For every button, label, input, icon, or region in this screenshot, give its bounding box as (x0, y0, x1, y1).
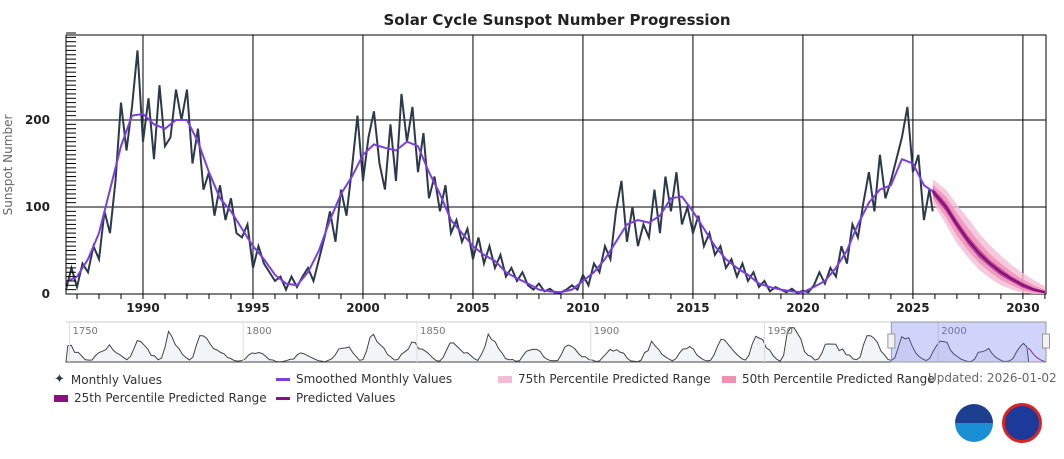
navigator-tick-label: 1950 (768, 326, 793, 337)
x-tick-label: 2020 (786, 301, 819, 315)
smoothed-values-line (65, 112, 934, 294)
x-tick-label: 2015 (676, 301, 709, 315)
y-axis-label: Sunspot Number (1, 115, 15, 216)
legend-25th[interactable]: 25th Percentile Predicted Range (54, 391, 267, 405)
legend-label: Smoothed Monthly Values (296, 372, 453, 386)
y-tick-label: 200 (25, 113, 50, 127)
range-50th-area (932, 184, 1045, 294)
x-tick-label: 1990 (126, 301, 159, 315)
chart-title: Solar Cycle Sunspot Number Progression (383, 11, 730, 29)
navigator-series (65, 327, 1030, 363)
updated-label: Updated: 2026-01-02 (928, 371, 1057, 385)
x-tick-label: 2025 (896, 301, 929, 315)
navigator-tick-label: 1850 (420, 326, 445, 337)
y-tick-label: 0 (42, 287, 50, 301)
y-tick-label: 100 (25, 200, 50, 214)
legend-monthly[interactable]: ✦ Monthly Values (54, 372, 162, 387)
navigator-left-handle[interactable] (887, 333, 896, 349)
legend-label: Predicted Values (296, 391, 396, 405)
legend-predicted[interactable]: Predicted Values (276, 391, 395, 405)
p25-swatch-icon (54, 394, 68, 402)
legend-label: 50th Percentile Predicted Range (742, 372, 935, 386)
x-tick-label: 2030 (1006, 301, 1039, 315)
p50-swatch-icon (722, 375, 736, 383)
navigator[interactable]: 1750 1800 1850 1900 1950 2000 (65, 321, 1050, 363)
legend-75th[interactable]: 75th Percentile Predicted Range (498, 372, 711, 386)
legend-smoothed[interactable]: Smoothed Monthly Values (276, 372, 452, 386)
navigator-tick-label: 2000 (941, 326, 966, 337)
navigator-right-handle[interactable] (1042, 333, 1050, 349)
smoothed-swatch-icon (276, 377, 290, 381)
x-tick-label: 2010 (566, 301, 599, 315)
x-tick-label: 1995 (236, 301, 269, 315)
legend-label: 25th Percentile Predicted Range (74, 391, 267, 405)
navigator-tick-label: 1750 (72, 326, 97, 337)
legend-label: Monthly Values (70, 372, 162, 387)
predicted-swatch-icon (276, 396, 290, 400)
x-tick-label: 2000 (346, 301, 379, 315)
navigator-tick-label: 1900 (594, 326, 619, 337)
axes: 1990 1995 2000 2005 2010 2015 2020 2025 2030 0 100… (25, 32, 1046, 315)
plot-area (65, 34, 1047, 295)
navigator-selection (890, 321, 1047, 363)
series-lines (65, 50, 1046, 295)
predicted-values-line (931, 190, 1046, 294)
legend-50th[interactable]: 50th Percentile Predicted Range (722, 372, 935, 386)
noaa-logo[interactable] (955, 404, 993, 442)
nws-logo[interactable] (1002, 403, 1042, 443)
navigator-tick-label: 1800 (246, 326, 271, 337)
monthly-marker-icon: ✦ (54, 372, 65, 387)
x-tick-label: 2005 (456, 301, 489, 315)
grid (65, 34, 1047, 295)
legend-label: 75th Percentile Predicted Range (518, 372, 711, 386)
navigator-predicted (1027, 347, 1047, 363)
prediction-ranges (932, 179, 1045, 294)
monthly-values-line (65, 50, 934, 295)
p75-swatch-icon (498, 375, 512, 383)
